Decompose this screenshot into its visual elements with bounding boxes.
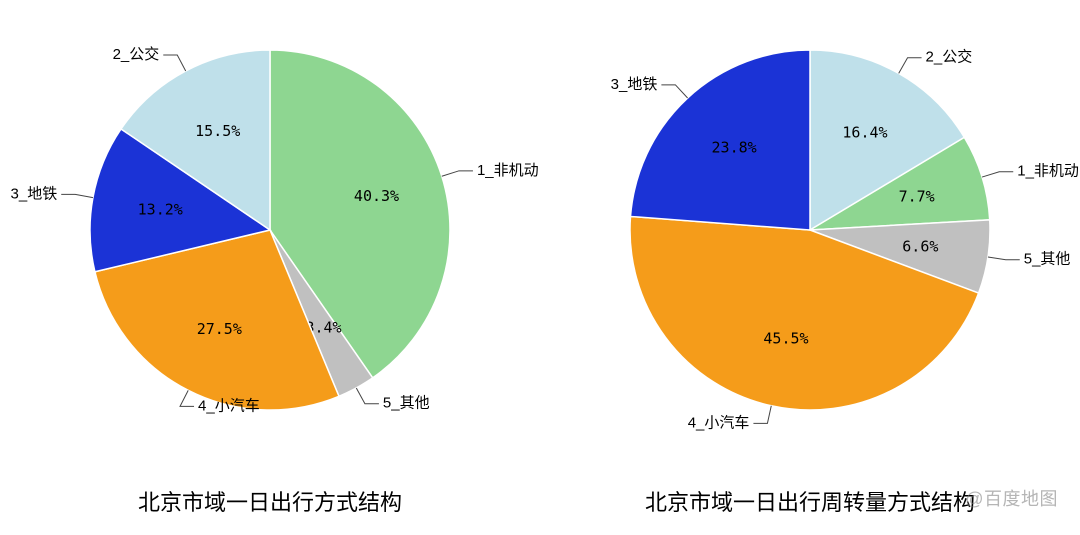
slice-percent-1_非机动: 40.3% <box>354 187 399 205</box>
leader-line <box>988 257 1020 260</box>
slice-name-3_地铁: 3_地铁 <box>11 185 58 202</box>
slice-name-1_非机动: 1_非机动 <box>1017 163 1079 180</box>
slice-percent-3_地铁: 23.8% <box>712 139 757 157</box>
slice-name-5_其他: 5_其他 <box>1024 251 1071 268</box>
leader-line <box>661 85 687 98</box>
slice-name-1_非机动: 1_非机动 <box>477 162 539 179</box>
leader-line <box>442 171 473 176</box>
leader-line <box>982 172 1013 177</box>
slice-percent-2_公交: 15.5% <box>195 122 240 140</box>
slice-percent-1_非机动: 7.7% <box>899 188 935 206</box>
slice-percent-3_地铁: 13.2% <box>138 200 183 218</box>
watermark-text: @百度地图 <box>965 485 1058 511</box>
slice-percent-4_小汽车: 45.5% <box>763 329 808 347</box>
leader-line <box>356 388 379 404</box>
slice-name-3_地铁: 3_地铁 <box>611 76 658 93</box>
slice-percent-4_小汽车: 27.5% <box>197 320 242 338</box>
slice-percent-5_其他: 6.6% <box>902 237 938 255</box>
caption-left: 北京市域一日出行方式结构 <box>0 485 540 517</box>
slice-name-5_其他: 5_其他 <box>383 395 430 412</box>
leader-line <box>899 58 922 74</box>
leader-line <box>163 55 185 71</box>
leader-line <box>753 406 771 424</box>
leader-line <box>61 194 93 197</box>
slice-name-4_小汽车: 4_小汽车 <box>198 397 260 414</box>
pie-chart-right: 16.4% 2_公交 7.7% 1_非机动 6.6% 5_其他 45.5% 4_小汽车 23.8… <box>540 0 1080 480</box>
pie-chart-left: 40.3%1_非机动3.4%5_其他27.5%4_小汽车13.2%3_地铁15.… <box>0 0 540 480</box>
slice-name-2_公交: 2_公交 <box>113 45 160 63</box>
slice-name-4_小汽车: 4_小汽车 <box>688 414 750 431</box>
slice-name-2_公交: 2_公交 <box>926 48 973 66</box>
slice-percent-2_公交: 16.4% <box>842 123 887 141</box>
